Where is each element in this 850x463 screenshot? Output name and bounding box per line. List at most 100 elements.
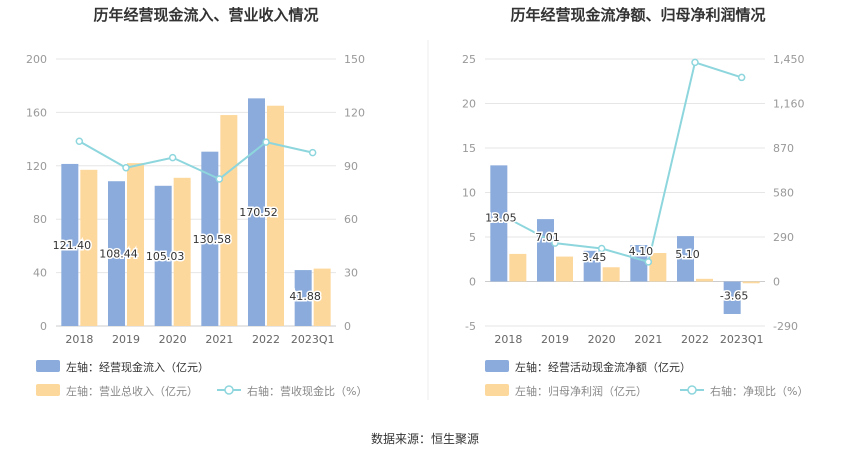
line-point — [215, 175, 224, 183]
bar-secondary — [173, 177, 191, 326]
legend-label-secondary: 左轴：营业总收入（亿元） — [66, 384, 198, 398]
bar-data-label: -3.65 — [720, 290, 748, 303]
x-tick-label: 2019 — [112, 333, 140, 346]
x-tick-label: 2018 — [65, 333, 93, 346]
right-tick-label: 0 — [773, 276, 780, 289]
line-point — [504, 214, 513, 223]
bar-primary — [154, 185, 172, 326]
chart-left: 历年经营现金流入、营业收入情况 0 40 80 120 160 200 0 30 60 90 120 1… — [26, 6, 367, 398]
right-tick-label: 0 — [344, 320, 351, 333]
right-tick-label: 120 — [344, 106, 365, 119]
bar-secondary — [556, 256, 573, 282]
bar-data-label: 7.01 — [535, 231, 560, 244]
bar-primary — [294, 270, 312, 326]
x-tick-label: 2022 — [681, 333, 709, 346]
bar-data-label: 105.03 — [146, 250, 185, 263]
right-tick-label: 1,450 — [773, 53, 805, 66]
x-tick-label: 2019 — [541, 333, 569, 346]
line-point — [597, 244, 606, 253]
x-tick-label: 2018 — [494, 333, 522, 346]
legend: 左轴：经营活动现金流净额（亿元） 左轴：归母净利润（亿元） 右轴：净现比（%） — [485, 360, 808, 398]
right-tick-label: -290 — [773, 320, 798, 333]
right-tick-label: 60 — [344, 213, 358, 226]
left-tick-label: -5 — [465, 320, 476, 333]
right-tick-label: 150 — [344, 53, 365, 66]
bar-data-label: 3.45 — [582, 251, 607, 264]
bar-secondary — [127, 163, 144, 326]
right-tick-label: 30 — [344, 267, 358, 280]
right-tick-label: 90 — [344, 160, 358, 173]
bar-primary — [201, 151, 219, 326]
line-point — [551, 239, 559, 247]
right-tick-label: 870 — [773, 142, 794, 155]
legend-label-secondary: 左轴：归母净利润（亿元） — [515, 384, 647, 398]
x-tick-label: 2022 — [252, 333, 280, 346]
chart-title: 历年经营现金流入、营业收入情况 — [93, 6, 318, 24]
left-tick-label: 160 — [26, 106, 47, 119]
legend-swatch-primary — [36, 360, 60, 372]
bar-data-label: 41.88 — [289, 290, 321, 303]
bar-secondary — [649, 253, 667, 282]
line-point — [122, 164, 130, 172]
bar-secondary — [220, 115, 238, 326]
bar-secondary — [509, 253, 527, 282]
chart-title: 历年经营现金流净额、归母净利润情况 — [510, 6, 765, 24]
left-tick-label: 80 — [33, 213, 47, 226]
bar-primary — [61, 163, 79, 326]
line-point — [308, 148, 317, 157]
bar-primary — [108, 181, 125, 326]
bar-primary — [583, 250, 601, 282]
bar-primary — [630, 245, 648, 282]
left-tick-label: 10 — [462, 187, 476, 200]
legend-label-line: 右轴：营收现金比（%） — [247, 384, 367, 398]
series-line — [78, 140, 313, 181]
source-text: 数据来源：恒生聚源 — [371, 431, 479, 446]
bar-secondary — [602, 267, 620, 282]
bar-secondary — [742, 281, 760, 284]
bar-data-label: 13.05 — [485, 211, 517, 224]
legend-label-line: 右轴：净现比（%） — [710, 384, 808, 398]
x-tick-label: 2020 — [588, 333, 616, 346]
bar-secondary — [267, 105, 284, 326]
bar-data-label: 108.44 — [99, 248, 138, 261]
bar-secondary — [696, 278, 713, 282]
right-tick-label: 290 — [773, 231, 794, 244]
line-point — [75, 137, 84, 145]
x-tick-label: 2020 — [159, 333, 187, 346]
line-point — [168, 153, 177, 162]
line-point — [737, 73, 746, 82]
bar-primary — [537, 219, 554, 282]
left-tick-label: 0 — [40, 320, 47, 333]
bar-primary — [248, 98, 265, 326]
series-line — [507, 61, 742, 264]
left-tick-label: 0 — [469, 276, 476, 289]
x-tick-label: 2023Q1 — [720, 333, 764, 346]
legend-label-primary: 左轴：经营活动现金流净额（亿元） — [515, 360, 691, 374]
legend-line-marker — [687, 385, 697, 395]
left-tick-label: 40 — [33, 267, 47, 280]
left-tick-label: 25 — [462, 53, 476, 66]
bar-data-label: 130.58 — [193, 233, 232, 246]
bar-secondary — [313, 268, 331, 326]
line-point — [691, 58, 699, 67]
right-tick-label: 580 — [773, 187, 794, 200]
left-tick-label: 20 — [462, 98, 476, 111]
bar-secondary — [80, 169, 98, 326]
bar-primary — [490, 165, 508, 282]
bar-data-label: 121.40 — [53, 239, 92, 252]
left-tick-label: 120 — [26, 160, 47, 173]
bar-data-label: 170.52 — [239, 206, 278, 219]
x-tick-label: 2021 — [634, 333, 662, 346]
x-tick-label: 2023Q1 — [291, 333, 335, 346]
bar-primary — [677, 236, 694, 282]
legend-label-primary: 左轴：经营现金流入（亿元） — [66, 360, 209, 374]
left-tick-label: 5 — [469, 231, 476, 244]
bar-data-label: 4.10 — [629, 245, 654, 258]
x-tick-label: 2021 — [205, 333, 233, 346]
legend-swatch-secondary — [485, 384, 509, 396]
left-tick-label: 15 — [462, 142, 476, 155]
chart-right: 历年经营现金流净额、归母净利润情况 -5 0 5 10 15 20 25 -290 0 290 580… — [462, 6, 808, 398]
right-tick-label: 1,160 — [773, 98, 805, 111]
